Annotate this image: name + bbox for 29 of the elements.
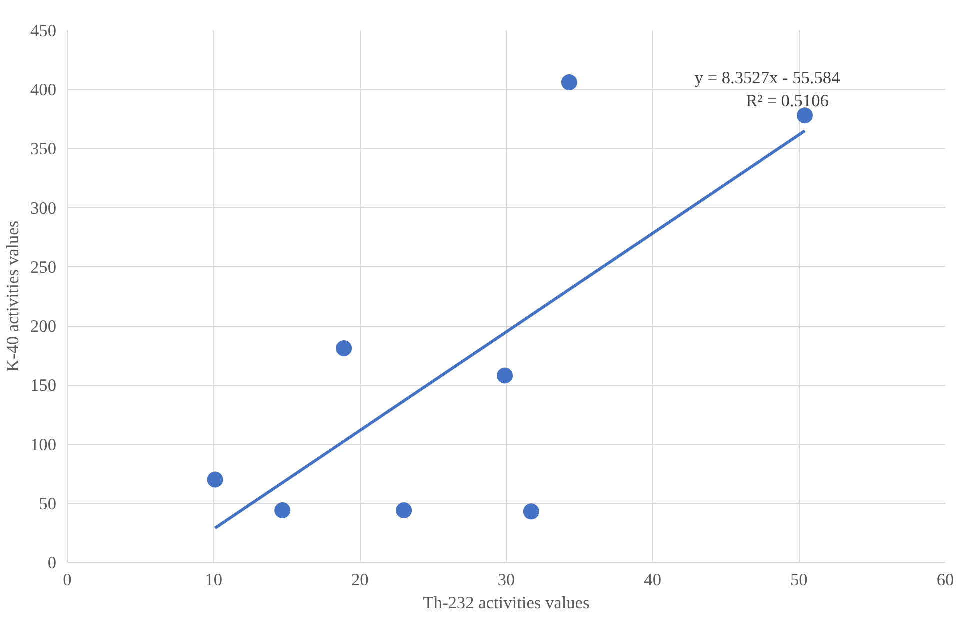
y-tick-label: 200 [30,317,57,336]
x-axis-title: Th-232 activities values [423,594,590,612]
y-tick-label: 150 [30,376,57,396]
x-tick-label: 10 [205,570,222,590]
annotation: R² = 0.5106 [746,92,830,110]
x-tick-label: 30 [498,570,516,590]
y-axis-title: K-40 activities values [4,220,23,372]
y-tick-label: 100 [30,435,57,454]
point [396,502,412,518]
point [207,472,224,488]
y-tick-label: 300 [30,198,57,218]
y-tick-label: 450 [30,22,57,40]
y-tick-label: 0 [48,554,57,572]
point [497,368,514,384]
x-tick-label: 40 [644,570,662,590]
y-tick-label: 400 [30,80,57,100]
y-tick-label: 250 [30,258,57,277]
x-tick-label: 60 [936,570,954,590]
point [797,108,814,124]
annotation: y = 8.3527x - 55.584 [694,68,841,88]
point [561,74,578,91]
x-tick-label: 20 [352,570,369,590]
x-tick-label: 50 [790,570,808,590]
y-tick-label: 350 [30,140,57,159]
y-tick-label: 50 [39,494,56,514]
point [336,340,352,357]
point [274,502,291,518]
x-tick-label: 0 [63,570,72,590]
point [523,504,540,520]
